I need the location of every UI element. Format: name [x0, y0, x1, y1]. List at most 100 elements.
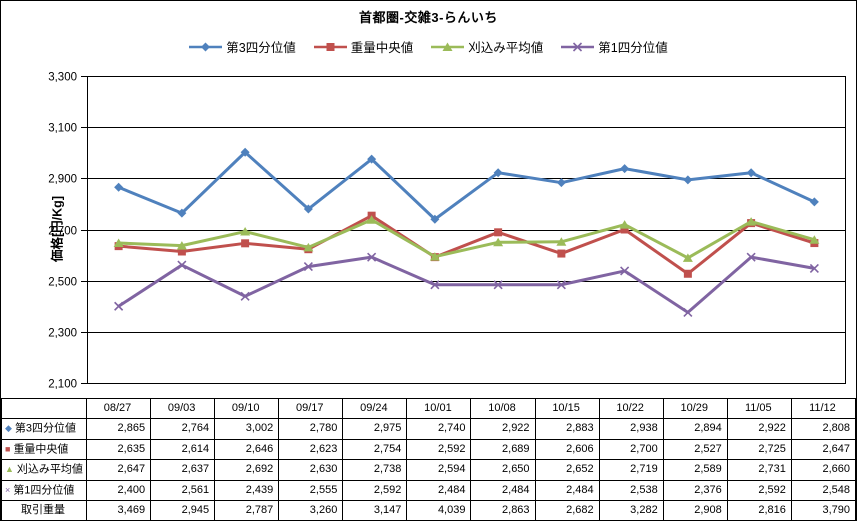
table-row: 取引重量 3,469 2,945 2,787 3,260 3,147 4,039 2,863 2… [1, 500, 856, 520]
table-value-cell: 2,922 [470, 418, 536, 440]
x-marker-icon [556, 280, 566, 290]
table-column-header: 11/05 [726, 398, 792, 419]
diamond-marker-icon [240, 147, 250, 157]
diamond-marker-icon [367, 154, 377, 164]
y-tick-label: 2,500 [48, 277, 77, 289]
triangle-marker-icon [429, 252, 440, 261]
table-value-cell: 3,469 [85, 500, 152, 520]
table-value-cell: 2,614 [150, 438, 216, 460]
triangle-marker-icon [746, 217, 757, 226]
table-value-cell: 3,282 [598, 500, 664, 520]
table-value-cell: 2,945 [150, 500, 216, 520]
table-column-header: 10/01 [406, 398, 472, 419]
table-value-cell: 2,975 [342, 418, 408, 440]
table-value-cell: 2,650 [470, 459, 536, 481]
triangle-marker-icon [442, 42, 453, 51]
table-value-cell: 2,787 [214, 500, 280, 520]
square-marker-icon [177, 247, 186, 256]
x-marker-icon [809, 263, 819, 273]
table-column-header: 09/10 [214, 398, 280, 419]
chart-plot-area: 3,300 3,100 2,900 2,700 2,500 2,300 2,100 [48, 72, 846, 391]
x-marker-icon [177, 260, 187, 270]
legend-square-marker-icon [313, 42, 347, 51]
table-value-cell: 2,692 [214, 459, 280, 481]
table-value-cell: 2,400 [85, 479, 152, 501]
y-tick-label: 2,300 [48, 328, 77, 340]
triangle-marker-icon [366, 215, 377, 224]
table-column-header: 10/08 [470, 398, 536, 419]
legend-item: 刈込み平均値 [431, 37, 543, 56]
table-value-cell: 2,548 [790, 479, 856, 501]
table-column-header: 11/12 [790, 398, 856, 419]
square-marker-icon [326, 42, 335, 51]
y-tick-label: 2,900 [48, 174, 77, 186]
table-value-cell: 2,376 [662, 479, 728, 501]
table-value-cell: 2,484 [470, 479, 536, 501]
triangle-marker-icon [176, 241, 187, 250]
x-marker-icon [114, 301, 124, 311]
square-marker-icon [494, 228, 503, 237]
table-value-cell: 2,630 [278, 459, 344, 481]
table-row: × 第1四分位値 2,400 2,561 2,439 2,555 2,592 2,484 2,4… [1, 479, 856, 501]
table-corner-cell [1, 398, 87, 419]
chart-legend: 第3四分位値 重量中央値 刈込み平均値 第1四分位値 [1, 37, 856, 56]
legend-label: 第3四分位値 [226, 41, 296, 55]
diamond-marker-icon: ◆ [5, 423, 12, 433]
table-value-cell: 2,561 [150, 479, 216, 501]
table-value-cell: 2,938 [598, 418, 664, 440]
table-value-cell: 2,647 [790, 438, 856, 460]
table-value-cell: 2,908 [662, 500, 728, 520]
table-row: ▲ 刈込み平均値 2,647 2,637 2,692 2,630 2,738 2,594 2,6… [1, 459, 856, 481]
table-value-cell: 2,700 [598, 438, 664, 460]
series-line [117, 255, 815, 314]
table-value-cell: 2,592 [406, 438, 472, 460]
table-value-cell: 2,652 [534, 459, 600, 481]
table-column-header: 10/22 [598, 398, 664, 419]
table-row-label: 取引重量 [1, 500, 87, 520]
x-marker-icon [620, 266, 630, 276]
table-row: ◆ 第3四分位値 2,865 2,764 3,002 2,780 2,975 2,740 2,9… [1, 418, 856, 440]
square-marker-icon [241, 239, 250, 248]
table-header-row: 08/27 09/03 09/10 09/17 09/24 10/01 10/08 10/15… [1, 398, 856, 419]
table-value-cell: 3,002 [214, 418, 280, 440]
table-value-cell: 3,260 [278, 500, 344, 520]
table-column-header: 09/03 [150, 398, 216, 419]
table-value-cell: 2,647 [85, 459, 152, 481]
triangle-marker-icon [493, 237, 504, 247]
y-tick-label: 3,100 [48, 123, 77, 135]
x-marker-icon [303, 262, 313, 272]
diamond-marker-icon [303, 204, 313, 214]
table-row-label: ▲ 刈込み平均値 [1, 459, 87, 481]
table-value-cell: 2,738 [342, 459, 408, 481]
table-row-label: × 第1四分位値 [1, 479, 87, 501]
table-value-cell: 2,725 [726, 438, 792, 460]
table-column-header: 09/24 [342, 398, 408, 419]
square-marker-icon [620, 225, 629, 234]
table-value-cell: 2,731 [726, 459, 792, 481]
x-marker-icon [746, 252, 756, 262]
table-value-cell: 2,592 [342, 479, 408, 501]
triangle-marker-icon: ▲ [5, 464, 14, 474]
diamond-marker-icon [683, 175, 693, 185]
diamond-marker-icon [201, 42, 211, 51]
table-value-cell: 2,635 [85, 438, 152, 460]
legend-label: 刈込み平均値 [468, 41, 544, 55]
table-value-cell: 2,682 [534, 500, 600, 520]
legend-diamond-marker-icon [189, 42, 223, 51]
table-value-cell: 2,589 [662, 459, 728, 481]
table-value-cell: 2,865 [85, 418, 152, 440]
legend-label: 重量中央値 [350, 41, 414, 55]
x-marker-icon [573, 41, 583, 52]
chart-data-table: 08/27 09/03 09/10 09/17 09/24 10/01 10/08 10/15… [1, 398, 856, 520]
x-marker-icon [367, 252, 377, 262]
triangle-marker-icon [809, 235, 820, 244]
legend-label: 第1四分位値 [598, 41, 668, 55]
table-value-cell: 4,039 [406, 500, 472, 520]
table-value-cell: 2,894 [662, 418, 728, 440]
table-row-label: ◆ 第3四分位値 [1, 418, 87, 440]
legend-triangle-marker-icon [431, 42, 465, 51]
diamond-marker-icon [493, 168, 503, 178]
table-value-cell: 2,719 [598, 459, 664, 481]
table-value-cell: 2,863 [470, 500, 536, 520]
